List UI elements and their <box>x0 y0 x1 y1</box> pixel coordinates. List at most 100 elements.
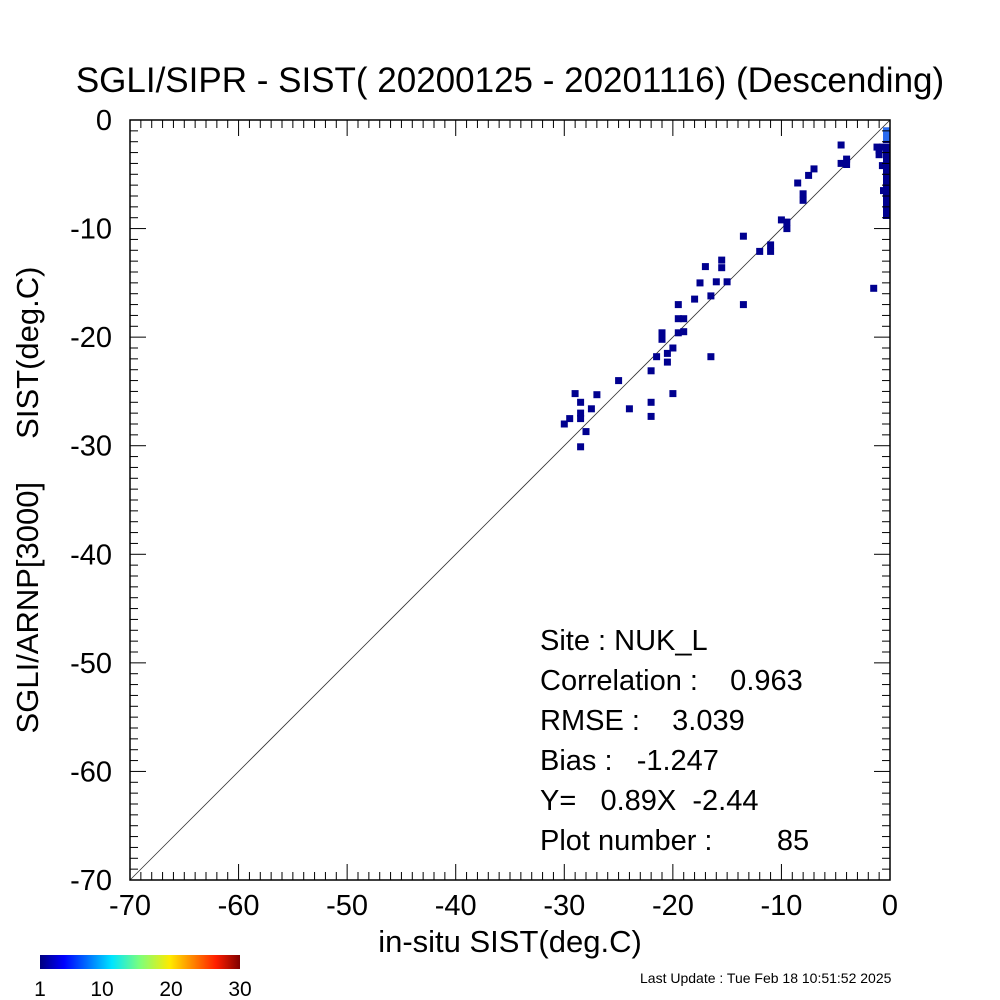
y-axis-label: SGLI/ARNP[3000] SIST(deg.C) <box>10 267 45 734</box>
data-point <box>799 190 807 198</box>
data-point <box>767 241 775 249</box>
data-point <box>783 218 791 226</box>
x-tick-label: 0 <box>882 890 898 922</box>
data-point <box>870 284 878 292</box>
y-tick-label: -40 <box>70 539 112 571</box>
data-point <box>691 295 699 303</box>
scatter-points <box>560 127 890 451</box>
data-point <box>560 420 568 428</box>
data-point <box>707 292 715 300</box>
data-point <box>577 409 585 417</box>
data-point <box>571 390 579 398</box>
data-point <box>878 143 886 151</box>
y-axis-label-group: SGLI/ARNP[3000] SIST(deg.C) <box>10 267 45 734</box>
y-tick-label: -30 <box>70 431 112 463</box>
x-tick-label: -10 <box>760 890 802 922</box>
stats-panel: Site : NUK_L Correlation : 0.963 RMSE : … <box>540 625 809 857</box>
one-to-one-line <box>129 119 891 881</box>
data-point <box>883 165 890 173</box>
data-point <box>658 335 666 343</box>
data-point <box>777 216 785 224</box>
data-point <box>810 165 818 173</box>
data-point <box>883 143 890 151</box>
chart-title: SGLI/SIPR - SIST( 20200125 - 20201116) (… <box>76 61 944 100</box>
plot-frame <box>129 119 891 881</box>
data-point <box>883 189 890 197</box>
data-point <box>756 247 764 255</box>
data-point <box>566 415 574 423</box>
x-tick-label: -20 <box>652 890 694 922</box>
data-point <box>843 155 851 163</box>
data-point <box>718 256 726 264</box>
data-point <box>647 398 655 406</box>
data-point <box>593 391 601 399</box>
y-tick-label: -70 <box>70 865 112 897</box>
stats-plot-number: Plot number : 85 <box>540 825 809 857</box>
data-point <box>707 353 715 361</box>
data-point <box>701 263 709 271</box>
x-axis-label: in-situ SIST(deg.C) <box>378 924 642 959</box>
data-point <box>577 415 585 423</box>
stats-bias: Bias : -1.247 <box>540 745 719 777</box>
y-tick-labels: -70 -60 -50 -40 -30 -20 -10 0 <box>70 105 112 897</box>
data-point <box>843 161 851 168</box>
y-tick-label: 0 <box>96 105 112 137</box>
data-point <box>658 329 666 337</box>
data-point <box>739 232 747 240</box>
data-point <box>669 390 677 398</box>
data-point <box>837 159 845 167</box>
stats-rmse: RMSE : 3.039 <box>540 705 745 737</box>
data-point <box>718 264 726 272</box>
data-point <box>883 209 890 217</box>
x-tick-label: -50 <box>326 890 368 922</box>
last-update-text: Last Update : Tue Feb 18 10:51:52 2025 <box>640 970 892 986</box>
data-point <box>712 278 720 286</box>
colorbar-tick: 10 <box>90 978 113 1000</box>
data-point <box>663 358 671 366</box>
data-point <box>805 171 813 179</box>
data-point <box>875 151 883 159</box>
data-point <box>837 141 845 149</box>
stats-site: Site : NUK_L <box>540 625 708 657</box>
data-point <box>653 353 661 361</box>
data-point <box>767 247 775 255</box>
data-point <box>669 344 677 352</box>
data-point <box>883 133 890 141</box>
data-point <box>674 315 682 323</box>
data-point <box>883 196 890 204</box>
stats-regression: Y= 0.89X -2.44 <box>540 785 758 817</box>
x-tick-label: -40 <box>435 890 477 922</box>
data-point <box>647 412 655 420</box>
data-point <box>680 328 688 336</box>
data-point <box>739 301 747 309</box>
data-point <box>723 278 731 286</box>
data-point <box>799 196 807 204</box>
data-point <box>674 301 682 309</box>
data-point <box>577 398 585 406</box>
data-point <box>883 174 890 181</box>
x-tick-label: -60 <box>218 890 260 922</box>
y-tick-label: -60 <box>70 756 112 788</box>
colorbar-gradient <box>40 955 240 969</box>
x-tick-labels: -70 -60 -50 -40 -30 -20 -10 0 <box>109 890 898 922</box>
data-point <box>625 405 633 413</box>
data-point <box>615 377 623 385</box>
data-point <box>577 443 585 451</box>
data-point <box>674 329 682 337</box>
data-point <box>663 349 671 357</box>
data-point <box>696 279 704 287</box>
data-point <box>783 225 791 233</box>
colorbar-tick: 1 <box>34 978 46 1000</box>
colorbar-tick: 20 <box>159 978 182 1000</box>
y-tick-label: -20 <box>70 322 112 354</box>
data-point <box>680 315 688 323</box>
colorbar: 1 10 20 30 <box>34 955 252 1000</box>
stats-correlation: Correlation : 0.963 <box>540 665 803 697</box>
colorbar-tick: 30 <box>228 978 251 1000</box>
data-point <box>794 179 802 187</box>
y-tick-label: -10 <box>70 214 112 246</box>
data-point <box>878 162 886 170</box>
x-tick-label: -30 <box>543 890 585 922</box>
data-point <box>582 428 590 436</box>
